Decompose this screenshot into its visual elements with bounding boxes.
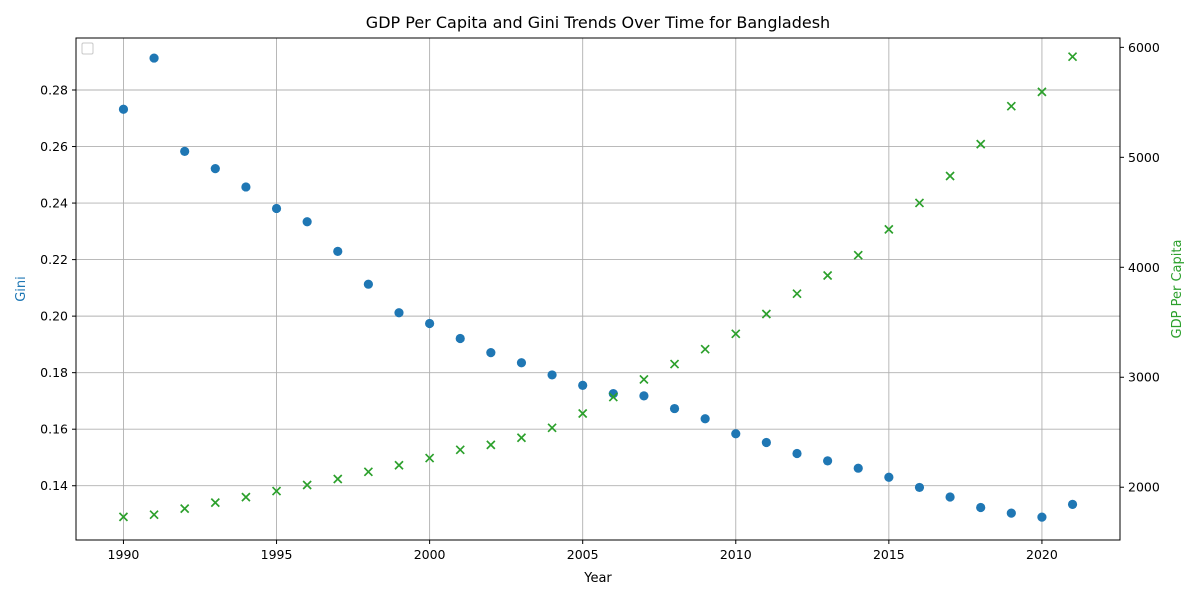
gini-point	[149, 53, 159, 63]
right-y-tick-label: 6000	[1128, 40, 1160, 55]
gdp-per-capita-point	[578, 408, 588, 419]
gini-point	[578, 380, 588, 390]
x-tick-label: 1990	[108, 547, 140, 562]
gdp-per-capita-point	[1067, 52, 1078, 62]
x-tick-label: 2005	[567, 547, 599, 562]
gdp-per-capita-point	[853, 250, 863, 260]
gini-point	[455, 333, 465, 344]
gini-series	[118, 53, 1078, 522]
left-y-tick-label: 0.24	[40, 196, 68, 211]
chart-title: GDP Per Capita and Gini Trends Over Time…	[366, 13, 830, 32]
gini-point	[700, 414, 710, 424]
left-y-tick-label: 0.16	[40, 422, 68, 437]
gini-point	[1037, 512, 1047, 522]
gini-point	[669, 403, 680, 414]
gini-point	[547, 370, 557, 380]
right-y-axis: 2000 3000 4000 5000 6000	[1120, 40, 1160, 495]
gdp-per-capita-point	[547, 423, 557, 433]
gdp-per-capita-point	[394, 460, 404, 470]
gdp-per-capita-point	[118, 512, 129, 522]
x-tick-label: 1995	[261, 547, 293, 562]
plot-area-frame	[75, 37, 1121, 541]
x-axis-title: Year	[583, 571, 612, 586]
right-y-tick-label: 5000	[1128, 150, 1160, 165]
gini-point	[1067, 499, 1078, 509]
gdp-per-capita-series	[118, 52, 1078, 522]
gdp-per-capita-point	[333, 474, 343, 484]
x-tick-label: 2000	[414, 547, 446, 562]
gini-point	[486, 347, 496, 358]
gini-point	[731, 429, 741, 439]
gdp-per-capita-point	[792, 289, 802, 299]
grid-lines	[76, 38, 1120, 540]
x-axis: 1990 1995 2000 2005 2010 2015 2020	[108, 540, 1058, 562]
gdp-per-capita-point	[823, 270, 833, 281]
left-y-tick-label: 0.28	[40, 83, 68, 98]
gdp-per-capita-point	[363, 467, 373, 477]
gdp-per-capita-point	[455, 445, 465, 455]
gini-point	[302, 217, 312, 227]
gini-point	[761, 437, 771, 448]
gini-point	[180, 146, 190, 156]
gini-point	[884, 472, 894, 482]
gini-point	[516, 358, 527, 368]
left-y-tick-label: 0.18	[40, 365, 68, 380]
left-y-tick-label: 0.14	[40, 478, 68, 493]
gini-point	[976, 502, 986, 513]
gdp-per-capita-point	[976, 139, 986, 149]
x-tick-label: 2010	[720, 547, 752, 562]
gdp-per-capita-point	[914, 198, 925, 208]
gdp-per-capita-point	[1006, 101, 1016, 111]
gdp-per-capita-point	[486, 440, 496, 450]
right-y-axis-title: GDP Per Capita	[1170, 240, 1185, 339]
gdp-per-capita-point	[669, 359, 680, 369]
gdp-per-capita-point	[1037, 87, 1047, 97]
gdp-per-capita-point	[271, 486, 282, 496]
gini-point	[333, 246, 343, 257]
gdp-per-capita-point	[700, 344, 710, 354]
right-y-tick-label: 3000	[1128, 370, 1160, 385]
gdp-per-capita-point	[516, 433, 527, 443]
gdp-per-capita-point	[884, 224, 894, 234]
left-y-tick-label: 0.22	[40, 252, 68, 267]
gini-point	[118, 104, 129, 114]
gdp-per-capita-point	[425, 453, 435, 463]
gini-point	[853, 463, 863, 473]
left-y-tick-label: 0.20	[40, 309, 68, 324]
gdp-per-capita-point	[731, 329, 741, 339]
gdp-per-capita-point	[608, 392, 618, 402]
gini-point	[823, 456, 833, 466]
legend-box	[81, 42, 94, 55]
gdp-per-capita-point	[241, 492, 251, 502]
gini-point	[271, 203, 282, 214]
gdp-per-capita-point	[945, 171, 955, 181]
gini-point	[945, 492, 955, 502]
x-tick-label: 2015	[873, 547, 905, 562]
gdp-per-capita-point	[210, 498, 220, 508]
gdp-per-capita-point	[302, 480, 312, 490]
right-y-tick-label: 2000	[1128, 480, 1160, 495]
gini-point	[425, 318, 435, 329]
gdp-per-capita-point	[639, 374, 649, 385]
right-y-tick-label: 4000	[1128, 260, 1160, 275]
gini-point	[792, 448, 802, 459]
gini-point	[1006, 508, 1016, 518]
gdp-per-capita-point	[180, 504, 190, 514]
left-y-axis: 0.14 0.16 0.18 0.20 0.22 0.24 0.26 0.28	[40, 83, 76, 493]
gini-point	[241, 182, 251, 192]
gini-point	[363, 279, 373, 289]
gini-point	[639, 391, 649, 401]
left-y-tick-label: 0.26	[40, 139, 68, 154]
gini-point	[394, 308, 404, 318]
gdp-per-capita-point	[761, 309, 771, 319]
gdp-per-capita-point	[149, 510, 159, 520]
x-tick-label: 2020	[1026, 547, 1058, 562]
gini-point	[914, 482, 925, 493]
gini-point	[210, 163, 220, 174]
left-y-axis-title: Gini	[14, 276, 29, 302]
